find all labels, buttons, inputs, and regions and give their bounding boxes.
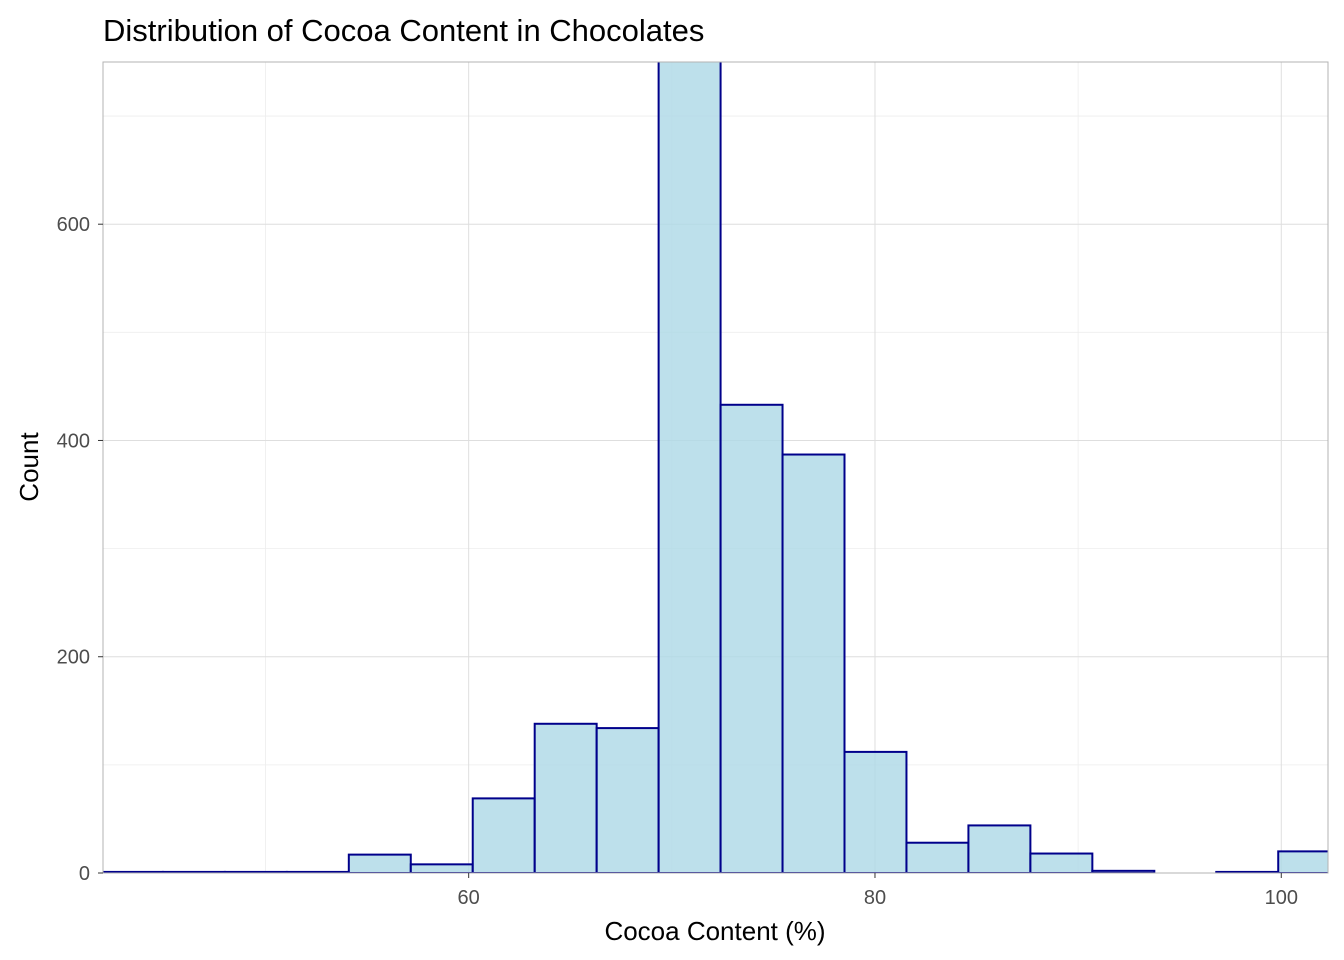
histogram-bar <box>905 841 970 873</box>
histogram-bar <box>409 863 474 873</box>
y-tick-label: 200 <box>57 647 90 669</box>
histogram-bar <box>595 727 660 873</box>
histogram-bar <box>967 824 1032 873</box>
x-axis-title: Cocoa Content (%) <box>604 916 825 946</box>
histogram-bars <box>103 62 1328 873</box>
chart-title: Distribution of Cocoa Content in Chocola… <box>103 13 704 48</box>
y-axis-title: Count <box>14 432 44 502</box>
histogram-bar <box>781 453 846 873</box>
axis-ticks: 60 80 100 0 200 400 600 <box>57 214 1298 909</box>
histogram-bar <box>347 853 412 873</box>
histogram-bar <box>471 797 536 873</box>
histogram-bar <box>533 722 598 873</box>
x-tick-label: 100 <box>1265 887 1298 909</box>
y-tick-label: 600 <box>57 214 90 236</box>
y-tick-label: 0 <box>79 863 90 885</box>
histogram-bar <box>1091 869 1156 873</box>
histogram-bar <box>719 403 784 873</box>
x-tick-label: 80 <box>864 887 886 909</box>
y-tick-label: 400 <box>57 430 90 452</box>
histogram-bar <box>843 750 908 873</box>
histogram-bar <box>657 62 722 873</box>
histogram-bar <box>1029 852 1094 873</box>
histogram-bar <box>1277 850 1328 873</box>
panel-border <box>102 61 1329 874</box>
x-tick-label: 60 <box>458 887 480 909</box>
